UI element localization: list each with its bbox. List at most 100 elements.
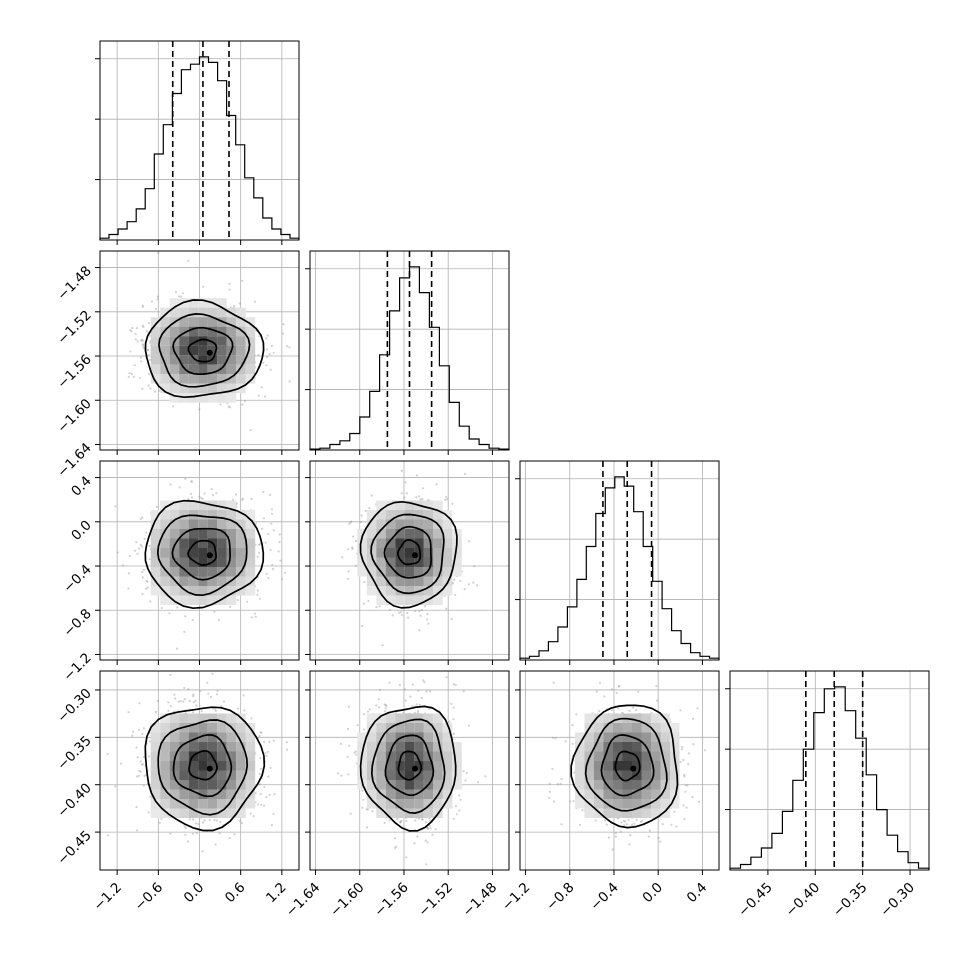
density-cell bbox=[169, 298, 180, 308]
density-cell bbox=[236, 548, 246, 558]
sample-point bbox=[172, 405, 175, 408]
sample-point bbox=[285, 345, 288, 348]
sample-point bbox=[256, 589, 259, 592]
sample-point bbox=[472, 581, 475, 584]
density-cell bbox=[217, 529, 227, 539]
sample-point bbox=[381, 644, 384, 647]
density-cell bbox=[160, 713, 170, 723]
density-cell bbox=[169, 355, 180, 365]
sample-point bbox=[272, 739, 275, 742]
density-cell bbox=[226, 799, 237, 809]
density-cell bbox=[226, 393, 237, 403]
sample-point bbox=[156, 298, 159, 301]
sample-point bbox=[173, 693, 176, 696]
density-cell bbox=[442, 567, 453, 577]
sample-point bbox=[462, 690, 465, 693]
contour-level bbox=[144, 499, 265, 610]
sample-point bbox=[227, 405, 230, 408]
density-cell bbox=[366, 510, 377, 520]
sample-point bbox=[423, 681, 426, 684]
density-cell bbox=[207, 789, 218, 799]
sample-point bbox=[260, 803, 263, 806]
density-cell bbox=[198, 529, 208, 539]
contour-level bbox=[359, 500, 458, 609]
sample-point bbox=[450, 702, 453, 706]
density-cell bbox=[169, 374, 180, 384]
sample-point bbox=[252, 815, 255, 818]
density-cell bbox=[385, 538, 396, 548]
sample-point bbox=[202, 285, 205, 288]
sample-point bbox=[403, 496, 406, 499]
sample-point bbox=[347, 570, 350, 573]
sample-point bbox=[141, 763, 144, 766]
density-cell bbox=[236, 576, 246, 586]
panel-frame bbox=[99, 460, 300, 661]
density-cell bbox=[179, 761, 189, 771]
sample-point bbox=[214, 843, 217, 846]
density-cell bbox=[236, 383, 246, 394]
sample-point bbox=[421, 497, 424, 501]
density-cell bbox=[414, 519, 424, 529]
sample-point bbox=[190, 480, 193, 483]
contour-level bbox=[156, 514, 248, 597]
sample-point bbox=[377, 698, 380, 701]
density-cell bbox=[198, 751, 208, 761]
y-tick-label: −0.30 bbox=[54, 685, 95, 726]
sample-point bbox=[349, 812, 352, 815]
sample-point bbox=[241, 497, 244, 500]
density-cell bbox=[217, 500, 227, 510]
density-cell bbox=[207, 713, 218, 723]
sample-point bbox=[228, 288, 231, 291]
density-cell bbox=[226, 529, 237, 539]
sample-point bbox=[139, 543, 142, 547]
density-cell bbox=[150, 364, 161, 375]
density-cell bbox=[414, 538, 424, 548]
density-cell bbox=[226, 500, 237, 510]
sample-point bbox=[129, 350, 132, 353]
density-cell bbox=[245, 799, 256, 809]
density-cell bbox=[150, 317, 161, 327]
sample-point bbox=[181, 292, 185, 295]
density-cell bbox=[188, 586, 199, 596]
sample-point bbox=[176, 606, 179, 609]
sample-point bbox=[141, 343, 145, 346]
sample-point bbox=[415, 703, 418, 706]
sample-point bbox=[399, 820, 402, 823]
density-cell bbox=[188, 761, 199, 771]
density-cell bbox=[169, 510, 180, 520]
sample-point bbox=[130, 330, 133, 333]
sample-point bbox=[351, 546, 354, 549]
sample-point bbox=[134, 332, 137, 336]
sample-point bbox=[424, 821, 427, 824]
sample-point bbox=[169, 483, 172, 486]
sample-point bbox=[191, 618, 194, 622]
density-cell bbox=[198, 557, 208, 567]
density-cell bbox=[217, 510, 227, 520]
density-cell bbox=[245, 780, 256, 790]
sample-point bbox=[454, 683, 457, 686]
density-cell bbox=[226, 519, 237, 529]
sample-point bbox=[405, 492, 408, 495]
sample-point bbox=[187, 688, 190, 691]
sample-point bbox=[195, 704, 198, 707]
contour-level bbox=[144, 299, 265, 399]
density-cell bbox=[179, 374, 189, 384]
sample-point bbox=[259, 767, 262, 771]
density-cell bbox=[236, 586, 246, 596]
density-cell bbox=[169, 529, 180, 539]
density-cell bbox=[198, 345, 208, 356]
sample-point bbox=[141, 516, 144, 519]
density-cell bbox=[395, 500, 405, 510]
density-cell bbox=[217, 307, 227, 318]
y-tick-label: −0.40 bbox=[54, 780, 95, 821]
sample-point bbox=[177, 700, 180, 703]
density-cell bbox=[245, 510, 256, 520]
sample-point bbox=[139, 356, 142, 359]
sample-point bbox=[473, 565, 476, 568]
density-cell bbox=[207, 780, 218, 790]
density-cell bbox=[207, 345, 218, 356]
sample-point bbox=[417, 710, 420, 713]
sample-point bbox=[190, 496, 194, 499]
density-cell bbox=[198, 393, 208, 403]
density-cell bbox=[366, 576, 377, 586]
